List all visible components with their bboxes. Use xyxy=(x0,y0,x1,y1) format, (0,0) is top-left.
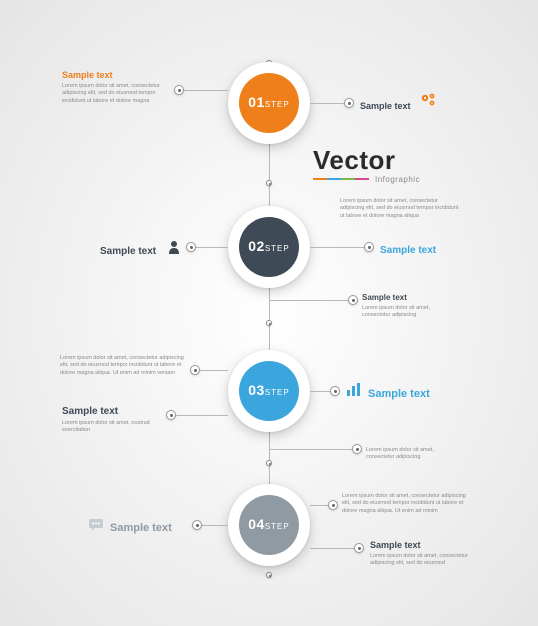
callout-title: Sample text xyxy=(368,388,430,400)
callout-block: Sample text xyxy=(110,518,172,536)
callout-body: Lorem ipsum dolor sit amet, nostrud exer… xyxy=(62,420,162,434)
callout-block: Lorem ipsum dolor sit amet, consectetur … xyxy=(342,490,470,515)
connector xyxy=(310,548,356,549)
step-label: STEP xyxy=(265,100,290,109)
step-label: STEP xyxy=(265,244,290,253)
callout-body: Lorem ipsum dolor sit amet, consectetur … xyxy=(62,83,174,105)
step-label: STEP xyxy=(265,388,290,397)
connector-node xyxy=(328,500,338,510)
connector-node xyxy=(348,295,358,305)
callout-title: Sample text xyxy=(62,70,174,80)
chat-icon xyxy=(88,518,104,532)
step-circle-01: 01STEP xyxy=(228,62,310,144)
connector xyxy=(270,300,350,301)
connector-node xyxy=(352,444,362,454)
step-number: 02 xyxy=(248,238,265,254)
spine-node xyxy=(266,180,272,186)
callout-block: Sample text xyxy=(100,241,156,259)
accent-bar: Infographic xyxy=(313,178,420,184)
connector xyxy=(192,247,228,248)
main-title-block: Vector Infographic xyxy=(313,145,420,184)
connector-node xyxy=(166,410,176,420)
connector xyxy=(310,103,346,104)
connector-node xyxy=(344,98,354,108)
connector xyxy=(172,415,228,416)
callout-block: Sample text Lorem ipsum dolor sit amet, … xyxy=(362,293,444,319)
user-icon xyxy=(168,240,180,254)
callout-block: Sample text Lorem ipsum dolor sit amet, … xyxy=(370,540,470,567)
connector-node xyxy=(354,543,364,553)
connector xyxy=(180,90,228,91)
callout-body: Lorem ipsum dolor sit amet, consectetur … xyxy=(362,305,444,319)
callout-block: Sample text xyxy=(360,96,411,114)
callout-body: Lorem ipsum dolor sit amet, consectetur … xyxy=(370,553,470,567)
spine-node xyxy=(266,320,272,326)
connector xyxy=(310,505,330,506)
step-circle-03: 03STEP xyxy=(228,350,310,432)
callout-body: Lorem ipsum dolor sit amet, consectetur … xyxy=(340,198,460,220)
callout-block: Sample text xyxy=(380,240,436,258)
step-label: STEP xyxy=(265,522,290,531)
connector-node xyxy=(330,386,340,396)
connector xyxy=(198,525,228,526)
callout-body: Lorem ipsum dolor sit amet, consectetur … xyxy=(342,493,470,515)
spine-node xyxy=(266,460,272,466)
connector-node xyxy=(186,242,196,252)
step-number: 03 xyxy=(248,382,265,398)
connector-node xyxy=(174,85,184,95)
connector xyxy=(310,391,332,392)
main-title: Vector xyxy=(313,145,396,175)
callout-title: Sample text xyxy=(370,540,470,550)
callout-block: Sample text Lorem ipsum dolor sit amet, … xyxy=(62,70,174,105)
step-number: 01 xyxy=(248,94,265,110)
step-number: 04 xyxy=(248,516,265,532)
callout-block: Sample text xyxy=(368,384,430,402)
connector-node xyxy=(192,520,202,530)
bars-icon xyxy=(346,383,362,397)
callout-block: Sample text Lorem ipsum dolor sit amet, … xyxy=(62,406,162,434)
step-circle-02: 02STEP xyxy=(228,206,310,288)
callout-body: Lorem ipsum dolor sit amet, consectetur … xyxy=(366,447,448,461)
callout-title: Sample text xyxy=(360,101,411,111)
callout-title: Sample text xyxy=(110,522,172,534)
step-circle-04: 04STEP xyxy=(228,484,310,566)
spine-node xyxy=(266,572,272,578)
connector xyxy=(270,449,354,450)
callout-title: Sample text xyxy=(100,246,156,257)
callout-title: Sample text xyxy=(362,293,444,302)
callout-title: Sample text xyxy=(380,245,436,256)
callout-title: Sample text xyxy=(62,406,162,417)
callout-block: Lorem ipsum dolor sit amet, consectetur … xyxy=(340,195,460,220)
connector-node xyxy=(364,242,374,252)
connector-node xyxy=(190,365,200,375)
callout-block: Lorem ipsum dolor sit amet, consectetur … xyxy=(60,352,188,377)
gears-icon xyxy=(420,92,438,108)
connector xyxy=(310,247,366,248)
infographic-canvas: Vector Infographic 01STEP 02STEP 03STEP … xyxy=(0,0,538,626)
sub-title: Infographic xyxy=(375,175,420,184)
callout-body: Lorem ipsum dolor sit amet, consectetur … xyxy=(60,355,188,377)
connector xyxy=(196,370,228,371)
callout-block: Lorem ipsum dolor sit amet, consectetur … xyxy=(366,444,448,461)
